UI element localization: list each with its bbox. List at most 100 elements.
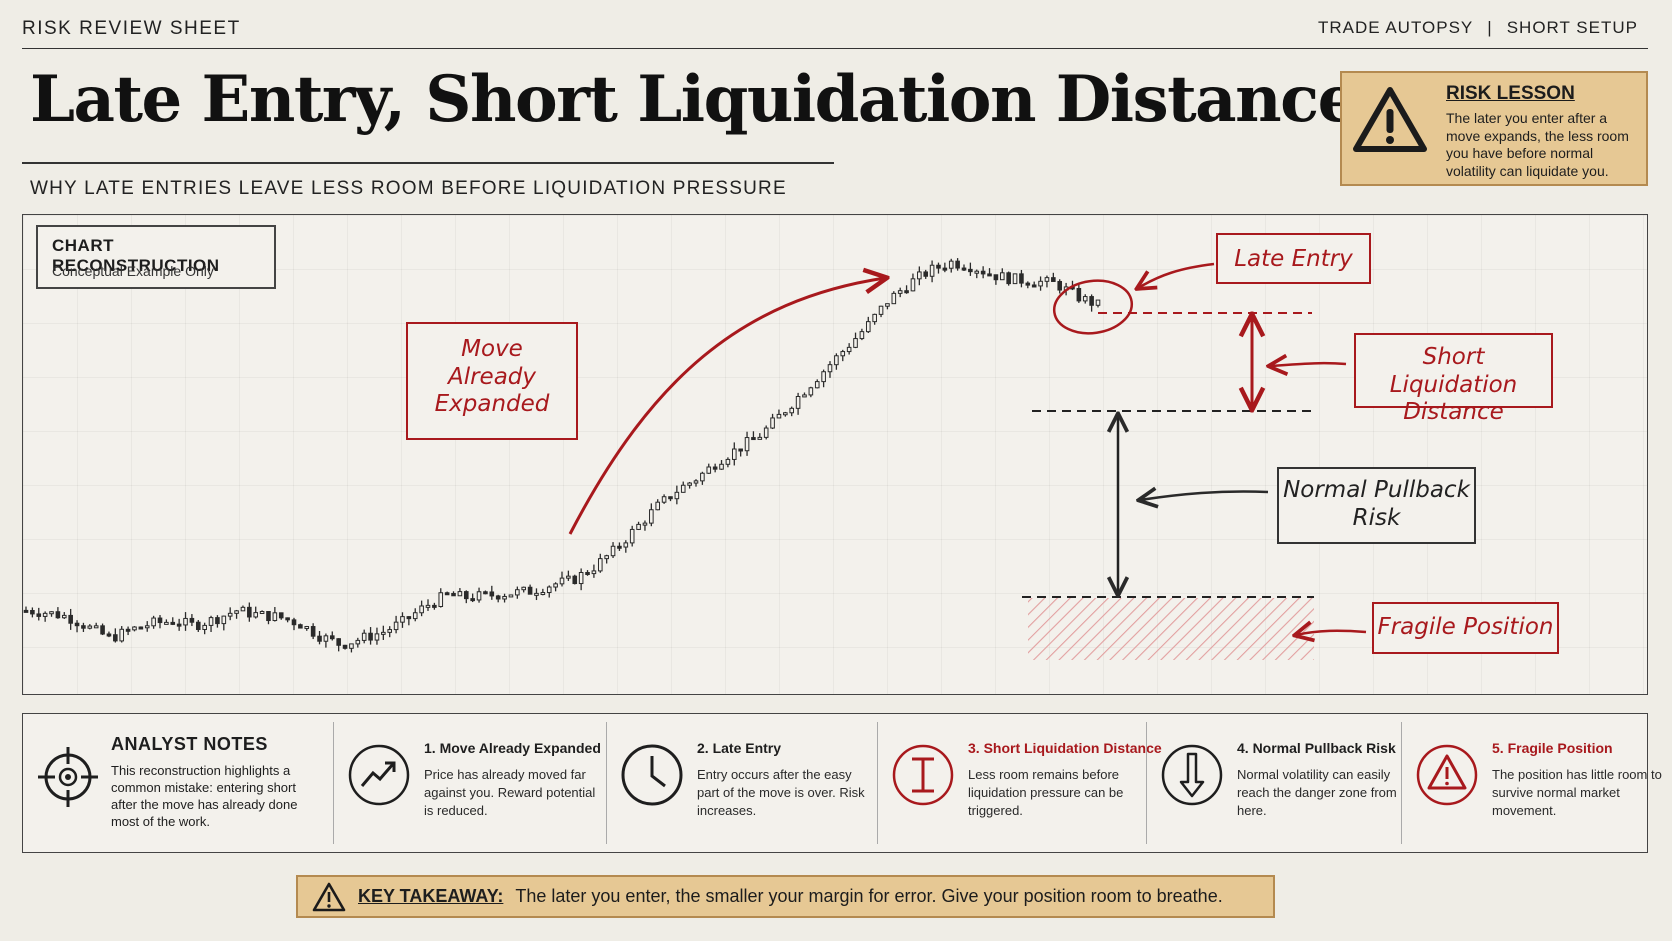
- candle-body: [425, 604, 431, 608]
- candle-body: [234, 610, 239, 614]
- key-takeaway-text: The later you enter, the smaller your ma…: [515, 886, 1223, 906]
- candle-body: [176, 623, 182, 627]
- candle-body: [872, 313, 877, 323]
- candle-body: [680, 484, 686, 493]
- candle-body: [1038, 280, 1043, 287]
- candle-body: [336, 638, 341, 646]
- candle-body: [936, 264, 941, 269]
- candle-body: [202, 624, 207, 631]
- header-tags: TRADE AUTOPSY | SHORT SETUP: [1318, 18, 1638, 38]
- note-text: The position has little room to survive …: [1492, 767, 1662, 818]
- candle-body: [674, 491, 680, 500]
- candle-body: [527, 586, 533, 595]
- candle-body: [534, 592, 539, 596]
- candle-body: [840, 351, 846, 357]
- candle-body: [834, 355, 839, 366]
- candle-body: [942, 267, 948, 271]
- candle-body: [655, 501, 661, 511]
- move-line-2: Already: [447, 363, 537, 390]
- candle-body: [444, 592, 450, 596]
- candle-body: [636, 523, 641, 530]
- candle-body: [1019, 273, 1024, 284]
- candle-body: [591, 570, 597, 575]
- note-title: 5. Fragile Position: [1492, 740, 1613, 756]
- candle-body: [495, 595, 501, 600]
- candle-body: [291, 619, 297, 626]
- candle-body: [878, 305, 884, 315]
- page-title: Late Entry, Short Liquidation Distance: [30, 62, 1358, 137]
- note-divider: [1146, 722, 1147, 844]
- candle-body: [1012, 273, 1018, 285]
- candle-body: [100, 625, 105, 635]
- candle-body: [738, 448, 743, 452]
- candle-body: [604, 555, 609, 560]
- candle-body: [693, 480, 699, 484]
- late-entry-callout: Late Entry: [1216, 233, 1371, 284]
- candle-body: [731, 448, 737, 460]
- note-title: 2. Late Entry: [697, 740, 782, 756]
- candle-body: [125, 628, 131, 632]
- warning-triangle-icon: [1353, 87, 1427, 152]
- candle-body: [546, 586, 552, 594]
- note-text: Less room remains before liquidation pre…: [968, 767, 1124, 818]
- candle-body: [259, 611, 265, 615]
- candle-body: [144, 625, 150, 629]
- candle-body: [700, 472, 705, 482]
- candle-body: [49, 611, 54, 615]
- candle-body: [132, 626, 137, 631]
- candle-body: [323, 635, 329, 642]
- candle-body: [406, 616, 412, 620]
- move-line-1: Move: [461, 336, 523, 362]
- candle-body: [757, 436, 763, 440]
- candle-body: [566, 575, 571, 579]
- candle-body: [502, 595, 507, 600]
- candle-body: [993, 274, 999, 281]
- fragile-position-callout: Fragile Position: [1372, 602, 1559, 654]
- candle-body: [968, 268, 973, 273]
- candle-body: [980, 270, 986, 275]
- candle-body: [865, 321, 871, 333]
- candle-body: [553, 583, 558, 588]
- candle-body: [783, 412, 788, 416]
- candle-body: [253, 612, 259, 618]
- candle-body: [808, 387, 814, 396]
- candle-body: [891, 292, 897, 305]
- late-entry-pointer: [1138, 262, 1215, 288]
- candle-body: [272, 612, 278, 622]
- danger-zone-hatch: [1028, 598, 1314, 660]
- liq-line-1: Short Liquidation: [1389, 344, 1518, 398]
- candle-body: [515, 589, 520, 596]
- candle-body: [585, 571, 590, 575]
- candle-body: [432, 604, 437, 608]
- candle-body: [93, 625, 99, 629]
- note-title: 1. Move Already Expanded: [424, 740, 601, 756]
- candle-body: [240, 606, 246, 612]
- candle-body: [1076, 288, 1082, 302]
- candle-body: [789, 407, 795, 414]
- candle-body: [470, 598, 475, 602]
- candle-body: [521, 586, 527, 591]
- down-arrow-icon: [1161, 744, 1223, 806]
- chart-label-subtitle: Conceptual Example Only: [52, 263, 214, 279]
- i-beam-gap-icon: [892, 744, 954, 806]
- candle-body: [955, 260, 960, 269]
- candle-body: [948, 260, 954, 269]
- candle-body: [904, 290, 909, 294]
- candle-body: [23, 609, 29, 613]
- note-title: 3. Short Liquidation Distance: [968, 740, 1162, 756]
- candle-body: [221, 615, 227, 625]
- candle-body: [1044, 277, 1050, 282]
- candle-body: [215, 617, 220, 625]
- chart-label-title: CHART RECONSTRUCTION: [52, 236, 220, 275]
- candle-body: [610, 545, 616, 557]
- fragile-pointer: [1296, 631, 1367, 635]
- candle-body: [113, 634, 118, 642]
- chart-label-box: CHART RECONSTRUCTION Conceptual Example …: [36, 225, 276, 289]
- candle-body: [81, 625, 86, 629]
- candle-body: [661, 496, 667, 503]
- candle-body: [419, 605, 424, 614]
- candle-body: [712, 466, 718, 470]
- candle-body: [266, 611, 271, 622]
- analyst-notes-title: ANALYST NOTES: [111, 734, 268, 754]
